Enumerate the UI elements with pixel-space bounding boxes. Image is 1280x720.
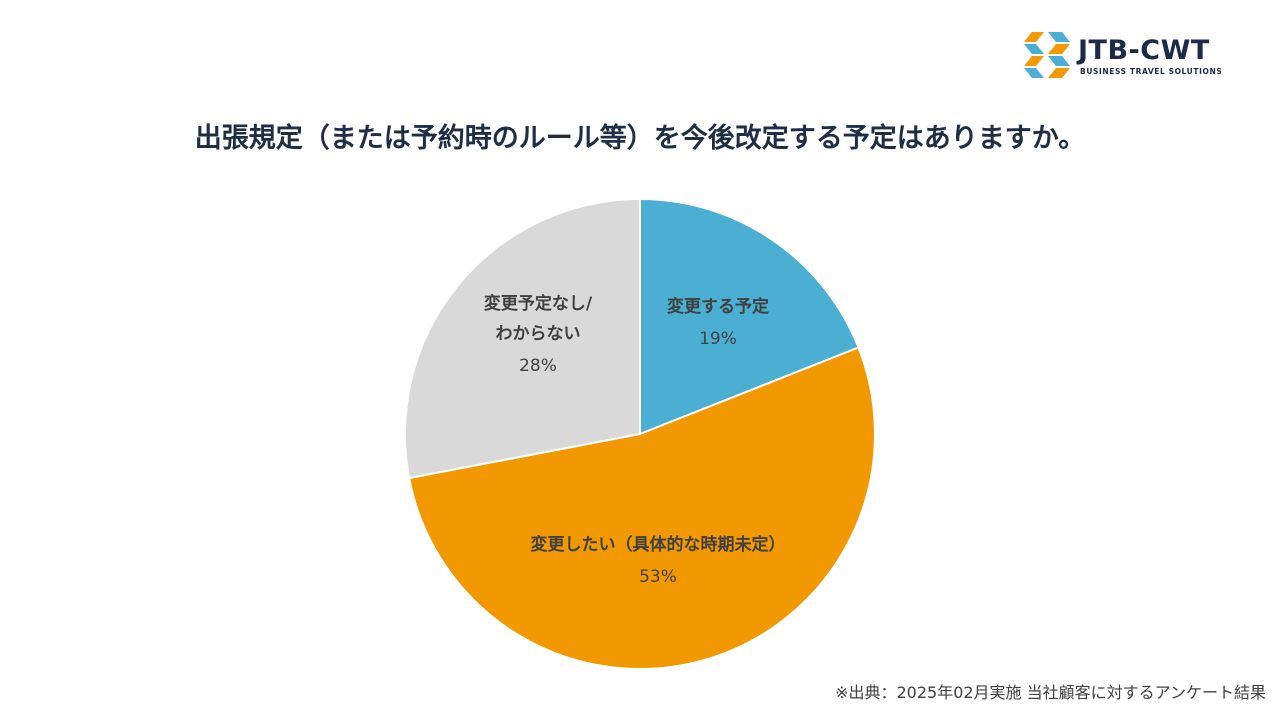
slice-value-2: 28% xyxy=(519,356,557,376)
slice-label-2-line-0: 変更予定なし/ xyxy=(484,293,593,314)
slice-value-0: 19% xyxy=(699,329,737,349)
slice-label-2-line-1: わからない xyxy=(496,324,581,344)
logo-mark-icon xyxy=(1024,32,1070,78)
logo-tagline: BUSINESS TRAVEL SOLUTIONS xyxy=(1080,67,1223,76)
logo-wordmark: JTB-CWT xyxy=(1078,35,1210,66)
company-logo: JTB-CWT BUSINESS TRAVEL SOLUTIONS xyxy=(1022,30,1242,82)
slice-label-1-line-0: 変更したい（具体的な時期未定） xyxy=(531,534,786,555)
slice-value-1: 53% xyxy=(639,567,677,587)
pie-slice-2 xyxy=(404,197,641,480)
slice-label-0-line-0: 変更する予定 xyxy=(667,296,769,317)
chart-title: 出張規定（または予約時のルール等）を今後改定する予定はありますか。 xyxy=(194,123,1086,154)
pie-slice-0 xyxy=(639,197,860,436)
source-note: ※出典：2025年02月実施 当社顧客に対するアンケート結果 xyxy=(835,683,1266,702)
pie-slice-1 xyxy=(407,346,876,670)
